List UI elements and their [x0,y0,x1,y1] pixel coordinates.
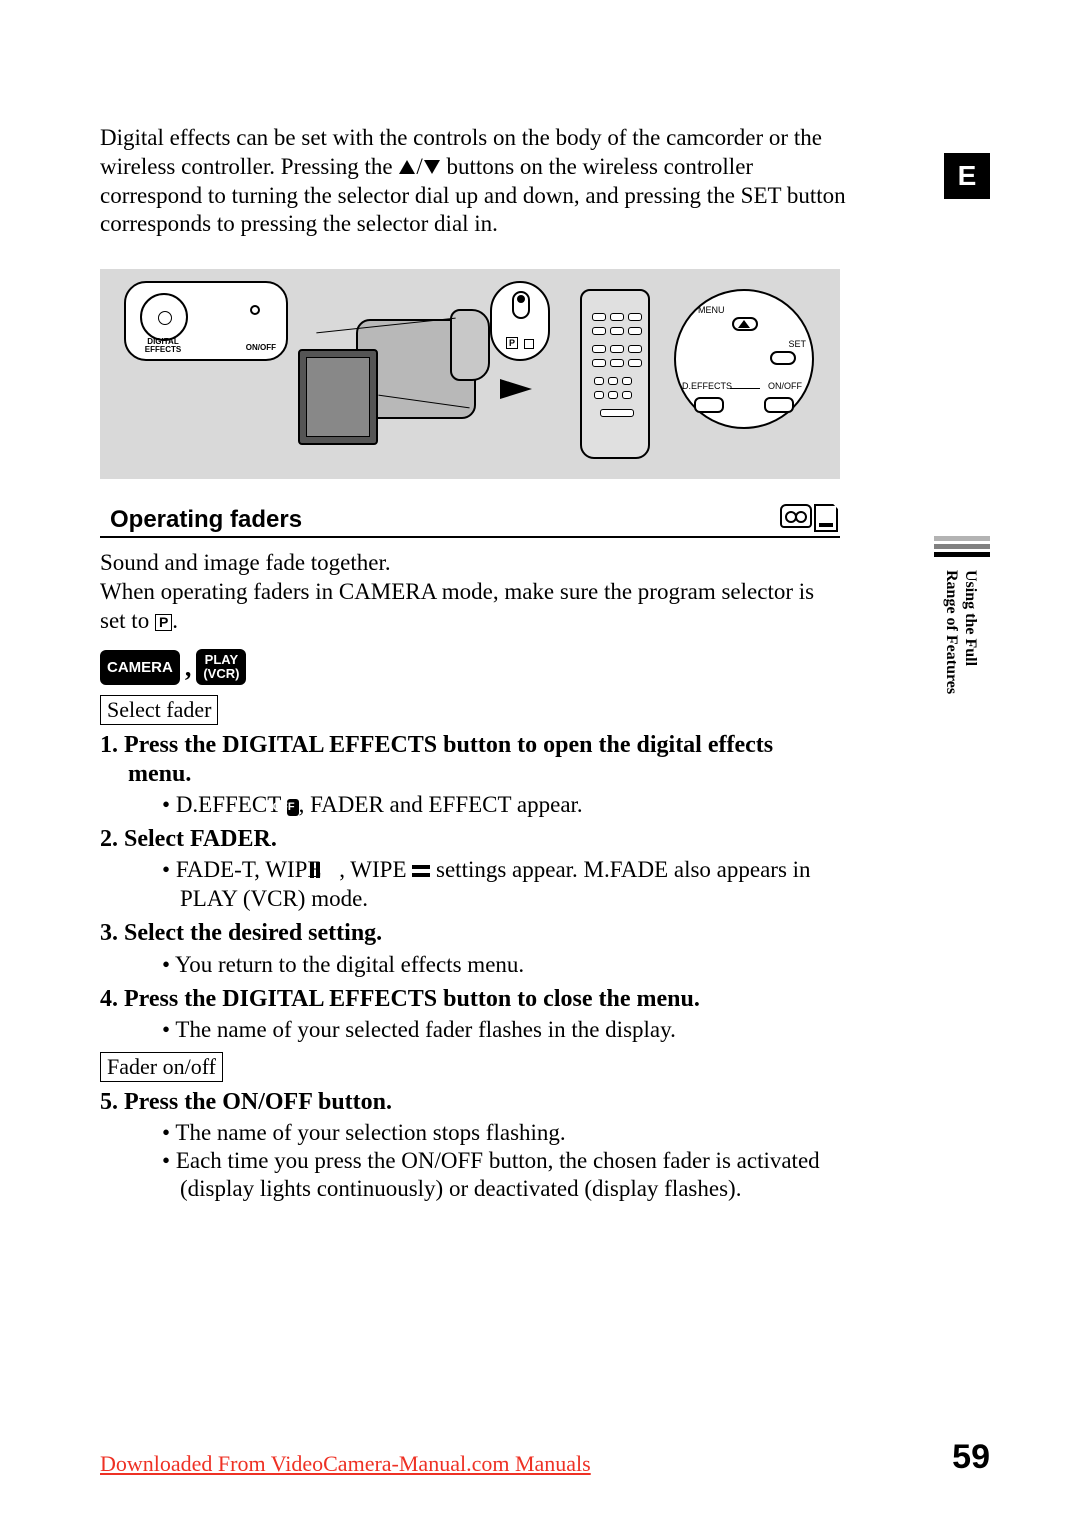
mode-badges: CAMERA , PLAY (VCR) [100,649,990,684]
step-4: Press the DIGITAL EFFECTS button to clos… [100,985,840,1044]
step-4-bullet-1: The name of your selected fader flashes … [128,1016,840,1044]
remote-onoff-button-icon [764,397,794,413]
digital-effects-label: DIGITAL EFFECTS [136,338,190,354]
onoff-button-icon [250,305,260,315]
side-tab-line1: Using the Full [962,570,979,666]
play-vcr-mode-badge: PLAY (VCR) [196,649,246,684]
select-fader-box: Select fader [100,695,218,725]
program-selector-callout: P [490,281,550,361]
remote-menu-label: MENU [698,305,725,315]
step-5-bullet-1: The name of your selection stops flashin… [128,1119,840,1147]
side-bar-1 [934,536,990,541]
camera-mode-badge: CAMERA [100,650,180,685]
remote-diagram [580,289,650,459]
p-mode-icon: P [155,614,172,631]
page-footer: Downloaded From VideoCamera-Manual.com M… [100,1438,990,1477]
fader-onoff-box: Fader on/off [100,1052,223,1082]
card-mode-icon [814,504,838,532]
intro-paragraph: Digital effects can be set with the cont… [100,124,860,239]
language-tab: E [944,153,990,199]
steps-list: Press the DIGITAL EFFECTS button to open… [100,731,840,1045]
wipe-horizontal-icon [412,864,430,878]
digital-effects-dial-icon [140,293,188,341]
remote-set-button-icon [770,351,796,365]
step-5: Press the ON/OFF button. The name of you… [100,1088,840,1203]
step-5-bullet-2: Each time you press the ON/OFF button, t… [128,1147,840,1203]
faders-line2: When operating faders in CAMERA mode, ma… [100,578,830,636]
tape-mode-icon [780,504,812,528]
diagram-illustration: DIGITAL EFFECTS ON/OFF P [100,269,840,479]
remote-up-icon [738,320,750,328]
step-1: Press the DIGITAL EFFECTS button to open… [100,731,840,820]
step-3-bullet-1: You return to the digital effects menu. [128,951,840,979]
down-triangle-icon [424,160,440,174]
section-title: Operating faders [110,506,302,534]
side-bar-3 [934,552,990,557]
remote-deffects-button-icon [694,397,724,413]
step-1-bullet-1: D.EFFECT OFF, FADER and EFFECT appear. [128,791,840,819]
camcorder-diagram [296,279,488,469]
footer-link[interactable]: Downloaded From VideoCamera-Manual.com M… [100,1451,591,1477]
step-2-bullet-1: FADE-T, WIPE , WIPE settings appear. M.F… [128,856,840,913]
remote-zoom-diagram: MENU SET D.EFFECTS ON/OFF [674,289,814,429]
remote-set-label: SET [788,339,806,349]
onoff-label: ON/OFF [246,343,276,352]
side-tab-line2: Range of Features [943,570,960,694]
steps-list-2: Press the ON/OFF button. The name of you… [100,1088,840,1203]
faders-line1: Sound and image fade together. [100,549,830,578]
side-tab: Using the Full Range of Features [934,550,990,730]
section-heading-bar: Operating faders [100,501,990,541]
remote-deffects-label: D.EFFECTS [682,381,732,391]
step-2: Select FADER. FADE-T, WIPE , WIPE settin… [100,825,840,913]
p-mark-icon: P [506,337,518,349]
wipe-vertical-icon [327,857,339,885]
digital-effects-control-diagram: DIGITAL EFFECTS ON/OFF [124,281,288,361]
off-badge-icon: OFF [287,799,299,816]
arrow-right-icon [500,379,532,399]
step-3: Select the desired setting. You return t… [100,919,840,978]
up-triangle-icon [399,160,415,174]
side-bar-2 [934,544,990,549]
remote-onoff-label: ON/OFF [768,381,802,391]
page-number: 59 [952,1438,990,1477]
